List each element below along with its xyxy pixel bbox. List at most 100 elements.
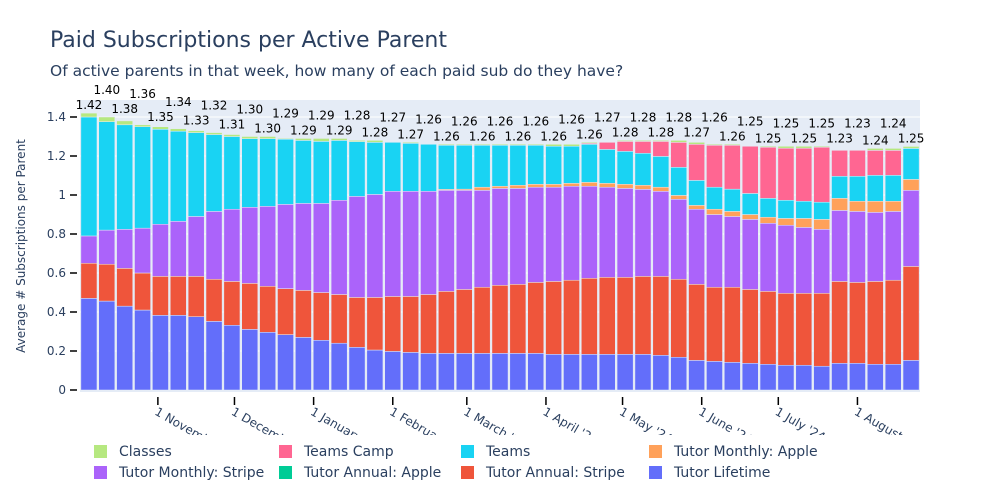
bar-segment-tutor-monthly-apple xyxy=(473,186,491,191)
legend-item[interactable]: Classes xyxy=(94,444,172,460)
bar-segment-tutor-lifetime xyxy=(527,353,545,391)
y-tick-label: 1.2 xyxy=(47,149,66,163)
bar-segment-classes xyxy=(348,140,366,142)
bar-segment-tutor-monthly-apple xyxy=(831,198,848,211)
bar-segment-teams xyxy=(795,200,813,219)
bar-segment-teams-camp xyxy=(652,141,670,157)
bar-segment-tutor-monthly-apple xyxy=(867,200,884,213)
bar-segment-tutor-annual-stripe xyxy=(473,286,491,354)
bar-segment-teams xyxy=(384,142,402,192)
bar-segment-tutor-monthly-stripe xyxy=(509,188,527,285)
bar-total-label: 1.26 xyxy=(558,112,585,126)
bar-segment-teams-camp xyxy=(867,150,884,176)
legend-item[interactable]: Tutor Lifetime xyxy=(649,465,770,481)
bar-segment-tutor-lifetime xyxy=(545,354,562,391)
bar-segment-tutor-annual-stripe xyxy=(831,281,848,364)
bar-segment-tutor-lifetime xyxy=(187,316,205,391)
legend-item[interactable]: Tutor Annual: Stripe xyxy=(461,465,625,481)
bar-segment-classes xyxy=(795,146,813,149)
bar-segment-tutor-monthly-apple xyxy=(527,184,545,188)
bar-segment-tutor-monthly-stripe xyxy=(366,194,384,298)
bar-segment-tutor-monthly-stripe xyxy=(473,190,491,288)
bar-segment-tutor-lifetime xyxy=(670,356,688,391)
bar-segment-classes xyxy=(813,146,830,148)
bar-segment-classes xyxy=(330,138,348,141)
bar-total-label: 1.26 xyxy=(487,114,514,128)
bar-segment-classes xyxy=(759,146,777,148)
bar-segment-classes xyxy=(777,146,795,149)
bar-segment-classes xyxy=(116,120,133,126)
bar-segment-teams xyxy=(223,136,241,210)
bar-segment-tutor-annual-stripe xyxy=(330,294,348,344)
bar-segment-classes xyxy=(473,144,491,146)
legend-item[interactable]: Tutor Monthly: Stripe xyxy=(94,465,264,481)
legend-item[interactable]: Tutor Monthly: Apple xyxy=(649,444,818,460)
bar-segment-teams xyxy=(741,193,759,215)
legend-item[interactable]: Teams xyxy=(461,444,530,460)
bar-segment-tutor-annual-stripe xyxy=(724,286,741,363)
bar-total-label: 1.25 xyxy=(790,131,817,145)
bar-segment-tutor-lifetime xyxy=(152,315,169,391)
bar-segment-teams xyxy=(545,146,562,185)
bar-segment-tutor-annual-stripe xyxy=(402,296,419,353)
bar-segment-tutor-monthly-stripe xyxy=(795,227,813,294)
bar-segment-teams xyxy=(402,143,419,192)
bar-segment-tutor-lifetime xyxy=(80,298,98,391)
bar-segment-classes xyxy=(295,138,312,141)
bar-segment-tutor-lifetime xyxy=(295,337,312,391)
bar-total-label: 1.26 xyxy=(576,127,603,141)
bar-segment-classes xyxy=(187,130,205,133)
bar-segment-tutor-lifetime xyxy=(330,342,348,391)
legend-label: Tutor Monthly: Stripe xyxy=(118,465,264,481)
legend-swatch xyxy=(649,466,662,479)
bar-total-label: 1.26 xyxy=(415,112,442,126)
bar-segment-tutor-annual-stripe xyxy=(670,278,688,358)
bar-segment-tutor-lifetime xyxy=(455,353,473,391)
bar-segment-teams xyxy=(98,121,116,231)
bar-segment-teams-camp xyxy=(759,146,777,199)
bar-segment-teams xyxy=(170,130,187,222)
bar-segment-teams xyxy=(563,146,580,184)
bar-segment-tutor-monthly-stripe xyxy=(312,203,330,293)
bar-segment-tutor-monthly-stripe xyxy=(563,185,580,281)
bar-segment-teams-camp xyxy=(795,147,813,202)
bar-segment-teams xyxy=(616,151,634,185)
bar-total-label: 1.23 xyxy=(826,131,853,145)
bar-segment-teams xyxy=(581,144,598,183)
y-tick-label: 0 xyxy=(58,383,66,397)
bar-segment-tutor-annual-stripe xyxy=(652,276,670,356)
bar-segment-teams xyxy=(241,138,259,208)
bar-segment-classes xyxy=(902,146,920,149)
bar-segment-tutor-monthly-stripe xyxy=(670,199,688,280)
legend-swatch xyxy=(649,445,662,458)
bar-segment-tutor-monthly-stripe xyxy=(581,185,598,279)
bar-segment-classes xyxy=(634,140,652,142)
bar-segment-tutor-monthly-stripe xyxy=(277,204,294,289)
legend-label: Classes xyxy=(119,444,172,460)
bar-segment-teams-camp xyxy=(598,142,616,150)
bar-segment-tutor-annual-stripe xyxy=(259,286,276,333)
bar-segment-teams xyxy=(205,134,223,212)
bar-total-label: 1.26 xyxy=(505,129,532,143)
bar-segment-classes xyxy=(152,126,169,130)
legend-item[interactable]: Teams Camp xyxy=(279,444,394,460)
bar-segment-tutor-lifetime xyxy=(491,353,509,391)
legend-item[interactable]: Tutor Annual: Apple xyxy=(279,465,441,481)
bar-total-label: 1.31 xyxy=(219,118,246,132)
bar-segment-teams xyxy=(259,138,276,207)
bar-segment-tutor-monthly-apple xyxy=(581,182,598,187)
bar-total-label: 1.28 xyxy=(612,125,639,139)
bar-segment-tutor-monthly-apple xyxy=(795,218,813,228)
bar-segment-tutor-lifetime xyxy=(616,354,634,391)
bar-segment-teams xyxy=(777,200,795,219)
bar-segment-tutor-monthly-apple xyxy=(652,186,670,192)
bar-total-label: 1.27 xyxy=(683,125,710,139)
bar-total-label: 1.27 xyxy=(379,110,406,124)
bar-segment-tutor-monthly-stripe xyxy=(116,229,133,269)
bar-segment-tutor-monthly-apple xyxy=(670,195,688,200)
bar-segment-teams xyxy=(634,153,652,186)
bar-segment-tutor-monthly-stripe xyxy=(80,235,98,264)
bar-segment-tutor-lifetime xyxy=(688,360,705,391)
bar-segment-tutor-monthly-stripe xyxy=(348,196,366,298)
